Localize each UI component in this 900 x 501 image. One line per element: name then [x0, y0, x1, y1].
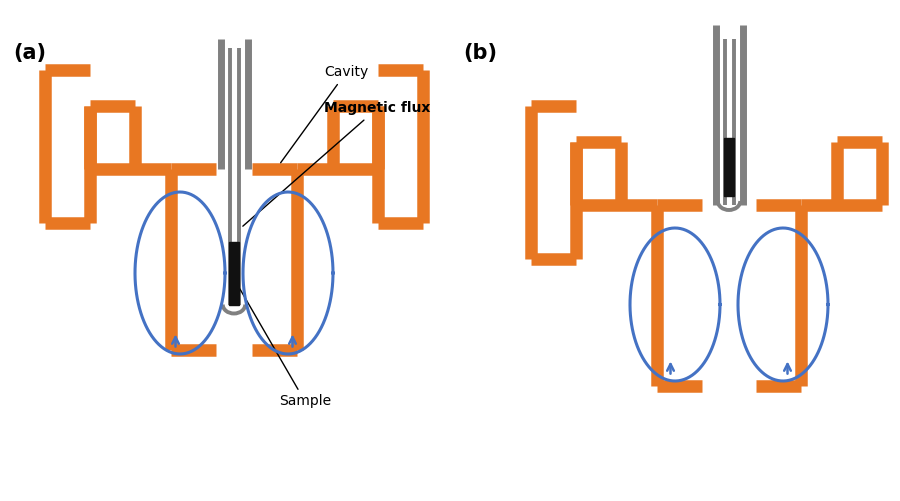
Text: Sample: Sample [240, 289, 331, 408]
Text: Magnetic flux: Magnetic flux [243, 102, 430, 226]
Bar [229, 241, 239, 305]
Text: (a): (a) [14, 44, 47, 64]
Text: Cavity: Cavity [281, 66, 368, 163]
Bar [724, 138, 734, 196]
Text: (b): (b) [464, 44, 498, 64]
